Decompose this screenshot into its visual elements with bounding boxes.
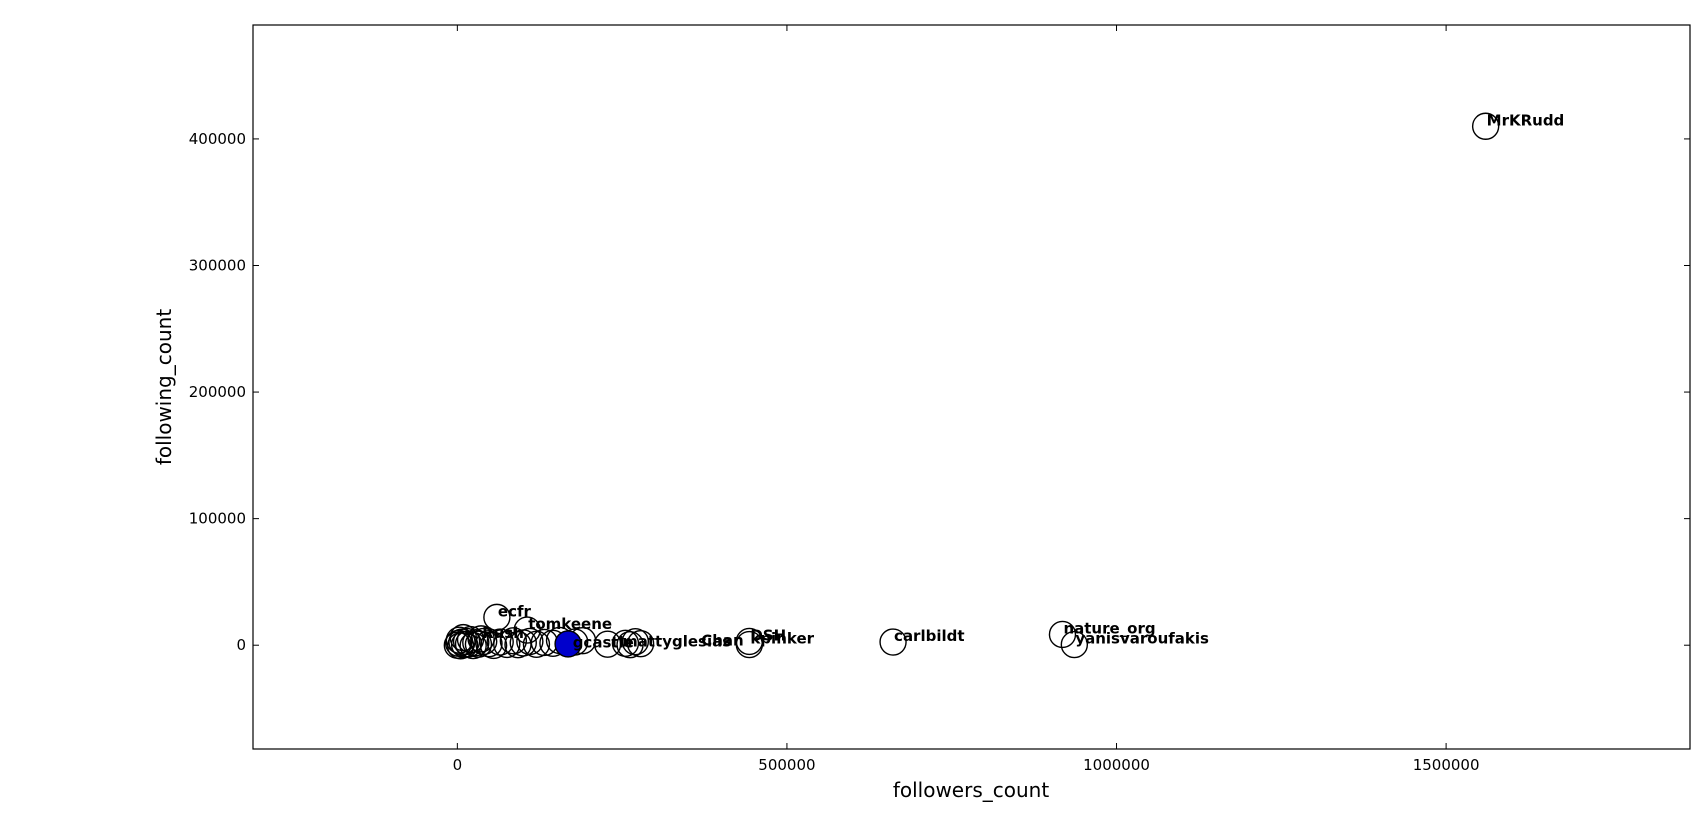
axis-ticks: [253, 25, 1690, 749]
scatter-point: [456, 625, 485, 654]
axis-tick-labels: 0 500000 1000000 1500000 0 100000 200000 300000…: [189, 130, 1480, 774]
scatter-point: [493, 630, 521, 659]
y-tick-label: 200000: [189, 383, 246, 401]
scatter-point: [1048, 620, 1077, 649]
scatter-point: [464, 630, 493, 658]
scatter-point: [616, 631, 644, 659]
y-tick-label: 100000: [189, 510, 246, 528]
point-label: tomkeene: [528, 615, 612, 633]
y-tick-label: 300000: [189, 256, 246, 274]
scatter-point: [452, 627, 481, 656]
scatter-point: [735, 630, 764, 659]
plot-area: [252, 24, 1691, 750]
scatter-point: [516, 627, 544, 656]
x-tick-label: 500000: [758, 756, 815, 774]
point-label: yanisvaroufakis: [1075, 630, 1209, 648]
y-axis-title: following_count: [152, 309, 176, 465]
y-tick-label: 0: [236, 636, 246, 654]
scatter-point: [621, 627, 650, 656]
y-tick-label: 400000: [189, 130, 246, 148]
point-label: Rush: [482, 624, 524, 642]
x-axis-title: followers_count: [893, 778, 1050, 802]
scatter-point: [626, 629, 655, 658]
scatter-point: [1471, 112, 1500, 140]
x-tick-label: 0: [453, 756, 463, 774]
point-label: MrKRudd: [1487, 111, 1565, 129]
scatter-point: [483, 603, 511, 632]
scatter-point: [479, 631, 508, 660]
scatter-point: [462, 628, 490, 657]
scatter-point: [499, 627, 528, 655]
scatter-point: [1060, 630, 1089, 659]
point-label: kpinker: [750, 630, 814, 648]
point-label: mattyglesias: [622, 633, 731, 651]
scatter-point: [879, 628, 907, 656]
scatter-point: [475, 629, 503, 658]
point-label: gcastle: [573, 633, 634, 651]
point-label: carlbildt: [894, 627, 964, 645]
point-label: DSH: [750, 626, 786, 644]
point-label: Chan: [701, 632, 744, 650]
scatter-point: [593, 630, 622, 658]
scatter-point: [467, 625, 495, 653]
point-label: nature_org: [1063, 619, 1155, 637]
scatter-point: [454, 630, 483, 658]
x-tick-label: 1500000: [1413, 756, 1480, 774]
data-points: [443, 112, 1500, 660]
scatter-point: [513, 616, 541, 644]
point-label: ecfr: [498, 602, 532, 620]
scatter-point-highlighted: [554, 630, 582, 658]
x-tick-label: 1000000: [1083, 756, 1150, 774]
